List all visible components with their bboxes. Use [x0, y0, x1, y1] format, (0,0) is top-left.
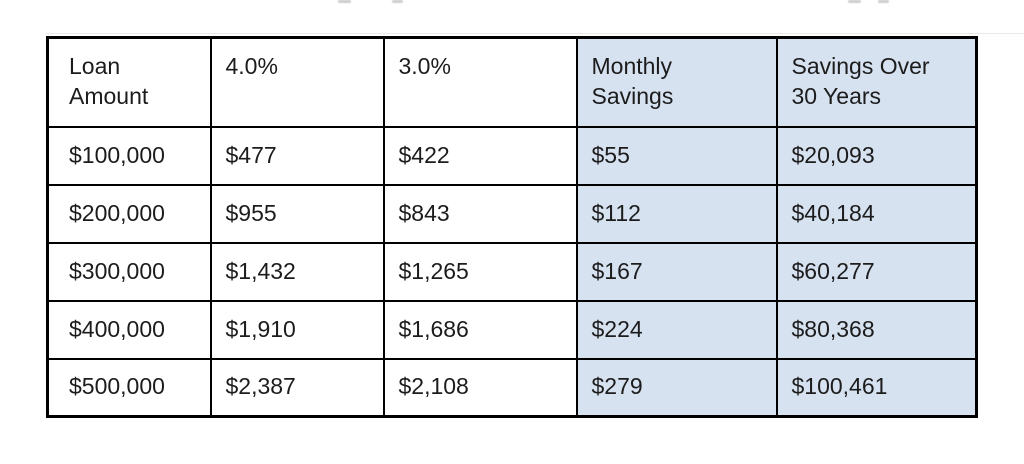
savings-30yr-cell: $60,277 — [775, 241, 978, 302]
cut-off-glyph — [848, 0, 861, 3]
header-rate-3-percent: 3.0% — [382, 36, 578, 128]
savings-30yr-cell: $40,184 — [775, 183, 978, 244]
savings-30yr-cell: $80,368 — [775, 299, 978, 360]
rate-4-payment-cell: $1,910 — [209, 299, 385, 360]
rate-3-payment-cell: $1,265 — [382, 241, 578, 302]
rate-3-payment-cell: $1,686 — [382, 299, 578, 360]
loan-amount-cell: $400,000 — [46, 299, 212, 360]
rate-4-payment-cell: $2,387 — [209, 357, 385, 418]
header-row: Loan Amount 4.0% 3.0% Monthly Savings Sa… — [46, 36, 978, 128]
table-row: $200,000 $955 $843 $112 $40,184 — [46, 183, 978, 244]
cut-off-glyph — [338, 0, 351, 3]
monthly-savings-cell: $167 — [575, 241, 778, 302]
header-loan-amount: Loan Amount — [46, 36, 212, 128]
rate-3-payment-cell: $843 — [382, 183, 578, 244]
cut-off-glyph — [878, 0, 889, 3]
monthly-savings-cell: $279 — [575, 357, 778, 418]
rate-3-payment-cell: $422 — [382, 125, 578, 186]
loan-amount-cell: $200,000 — [46, 183, 212, 244]
rate-4-payment-cell: $477 — [209, 125, 385, 186]
rate-4-payment-cell: $1,432 — [209, 241, 385, 302]
loan-amount-cell: $500,000 — [46, 357, 212, 418]
header-rate-4-percent: 4.0% — [209, 36, 385, 128]
table-row: $500,000 $2,387 $2,108 $279 $100,461 — [46, 357, 978, 418]
monthly-savings-cell: $224 — [575, 299, 778, 360]
refinance-savings-table: Loan Amount 4.0% 3.0% Monthly Savings Sa… — [46, 36, 978, 418]
monthly-savings-cell: $112 — [575, 183, 778, 244]
rate-3-payment-cell: $2,108 — [382, 357, 578, 418]
savings-30yr-cell: $100,461 — [775, 357, 978, 418]
loan-amount-cell: $300,000 — [46, 241, 212, 302]
table-row: $100,000 $477 $422 $55 $20,093 — [46, 125, 978, 186]
savings-30yr-cell: $20,093 — [775, 125, 978, 186]
cut-off-glyph — [392, 0, 403, 3]
rate-4-payment-cell: $955 — [209, 183, 385, 244]
content-divider-line — [46, 33, 1024, 34]
monthly-savings-cell: $55 — [575, 125, 778, 186]
header-savings-over-30-years: Savings Over 30 Years — [775, 36, 978, 128]
table-row: $400,000 $1,910 $1,686 $224 $80,368 — [46, 299, 978, 360]
header-monthly-savings: Monthly Savings — [575, 36, 778, 128]
loan-amount-cell: $100,000 — [46, 125, 212, 186]
table-row: $300,000 $1,432 $1,265 $167 $60,277 — [46, 241, 978, 302]
